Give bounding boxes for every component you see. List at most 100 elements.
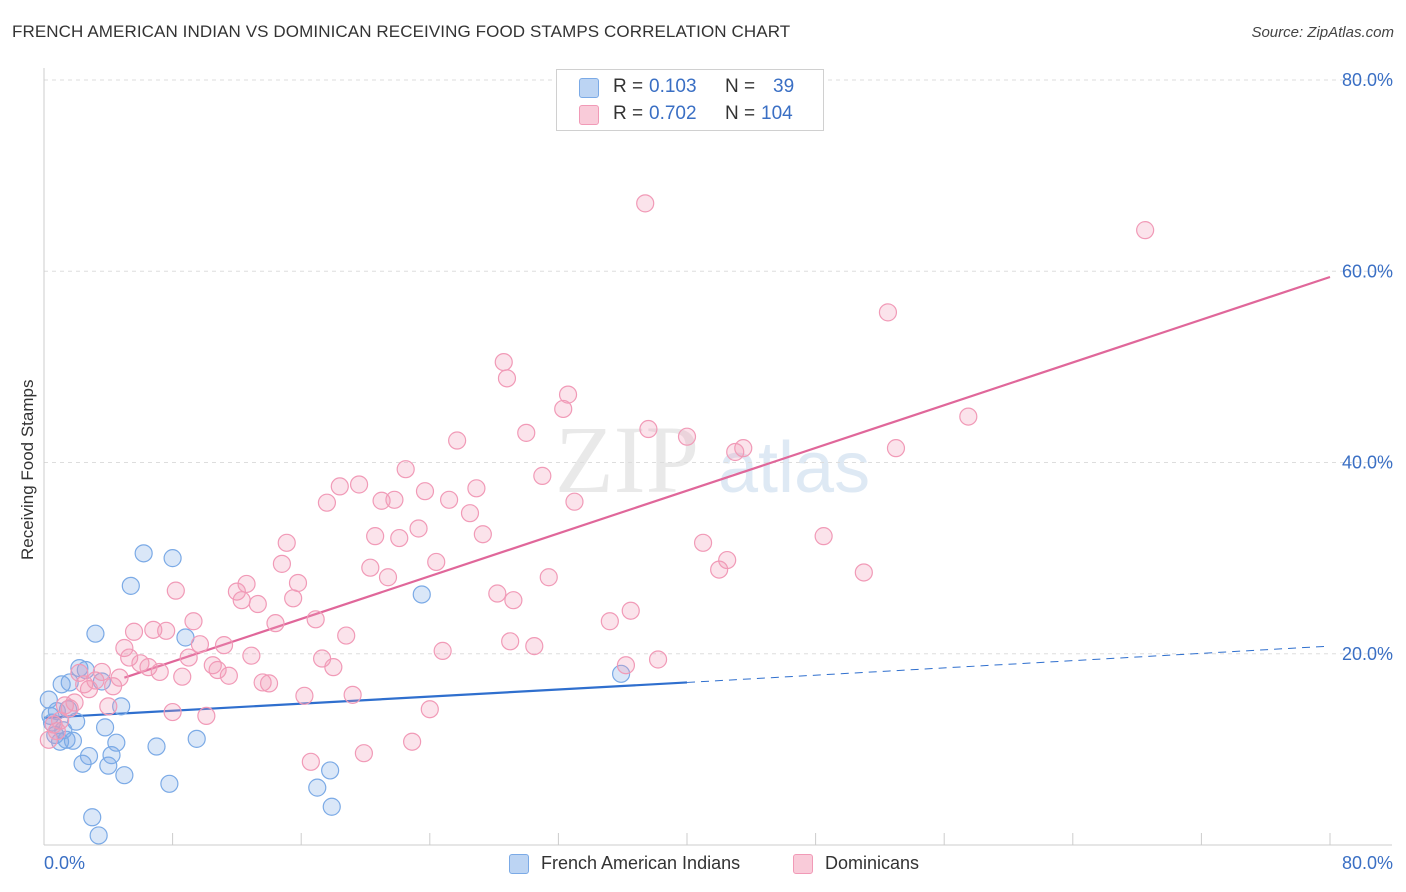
legend-r-value: 0.702 [649,103,697,124]
data-point [959,407,978,426]
y-tick-label: 40.0% [1342,453,1393,473]
data-point [70,658,89,678]
data-point [306,610,325,629]
data-point [390,528,409,548]
data-point [284,589,303,608]
data-point [1136,221,1155,240]
data-point [473,525,492,544]
chart-title: FRENCH AMERICAN INDIAN VS DOMINICAN RECE… [12,22,791,41]
series-dominicans [39,194,1155,771]
data-point [488,584,507,603]
data-point [144,620,163,639]
trend-line-0 [43,681,688,719]
data-point [60,673,79,692]
data-point [208,660,227,680]
data-point [277,533,296,552]
data-point [321,761,340,780]
data-point [197,706,216,726]
data-point [120,648,139,667]
data-point [266,614,285,633]
data-point [621,601,640,620]
data-point [372,491,391,510]
data-point [504,591,523,610]
data-point [173,667,192,686]
data-point [639,419,658,439]
data-point [693,533,713,552]
legend-r-label: R = [613,103,644,124]
y-tick-label: 80.0% [1342,70,1393,90]
data-point [139,658,158,677]
data-point [648,650,668,669]
data-points [39,194,1155,845]
data-point [718,550,737,570]
data-point [70,663,89,682]
data-point [242,646,261,665]
data-point [616,656,636,675]
trend-lines [43,275,1331,719]
data-point [187,729,206,748]
correlation-legend: R = 0.103 N = 39 R = 0.702 N = 104 [556,69,824,131]
data-point [337,626,356,645]
data-point [115,638,134,658]
data-point [63,731,83,750]
data-point [89,826,108,845]
data-point [448,431,467,450]
data-point [361,558,380,577]
data-point [248,594,267,614]
data-point [219,666,238,685]
data-point [308,778,327,797]
data-point [427,552,446,572]
data-point [554,399,573,419]
legend-swatch-blue [579,78,599,98]
data-point [366,527,385,546]
data-point [112,697,131,716]
data-point [317,493,337,512]
legend-n-label: N = [725,76,756,97]
data-point [403,732,422,751]
legend-swatch-pink [579,105,599,125]
data-point [611,664,631,683]
data-point [83,808,102,827]
watermark-atlas: atlas [718,428,870,508]
data-point [734,439,753,458]
data-point [99,697,118,716]
x-tick-label: 80.0% [1342,853,1393,873]
watermark: ZIP atlas [555,406,870,513]
data-point [854,563,873,582]
legend-swatch-pink [793,854,813,874]
data-point [190,635,210,654]
data-point [517,423,536,442]
legend-label: French American Indians [541,853,741,873]
data-point [259,674,279,693]
data-point [565,492,584,511]
data-point [409,519,428,538]
data-point [160,774,179,793]
y-tick-label: 20.0% [1342,644,1393,664]
data-point [50,732,70,751]
trend-line-1 [124,275,1331,679]
tick-labels: 20.0% 40.0% 60.0% 80.0% 0.0% 80.0% [44,70,1393,873]
data-point [60,699,79,718]
data-point [47,722,66,741]
legend-r-value: 0.103 [649,76,697,97]
data-point [124,622,144,641]
source-label: Source: ZipAtlas.com [1251,24,1394,41]
data-point [497,369,517,388]
data-point [288,573,308,593]
data-point [134,544,153,563]
data-point [378,568,398,587]
data-point [814,527,833,546]
data-point [237,574,256,594]
data-point [322,797,341,816]
data-point [272,554,292,573]
legend-n-value: 39 [773,76,795,97]
data-point [121,576,140,595]
data-point [163,549,182,568]
data-point [600,612,619,631]
data-point [86,624,105,643]
data-point [539,568,558,587]
data-point [227,582,246,601]
data-point [232,591,251,610]
data-point [147,737,166,756]
